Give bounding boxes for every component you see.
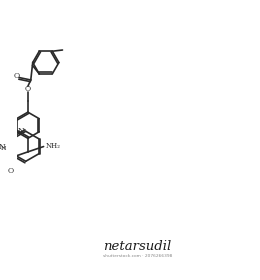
Text: O: O xyxy=(7,167,14,174)
Text: netarsudil: netarsudil xyxy=(103,239,172,253)
Text: O: O xyxy=(13,72,19,80)
Text: shutterstock.com · 2076266398: shutterstock.com · 2076266398 xyxy=(103,254,172,258)
Text: N: N xyxy=(18,127,24,135)
Text: H: H xyxy=(0,146,6,151)
Text: NH₂: NH₂ xyxy=(46,142,61,150)
Text: N: N xyxy=(0,143,5,151)
Text: O: O xyxy=(25,85,31,93)
